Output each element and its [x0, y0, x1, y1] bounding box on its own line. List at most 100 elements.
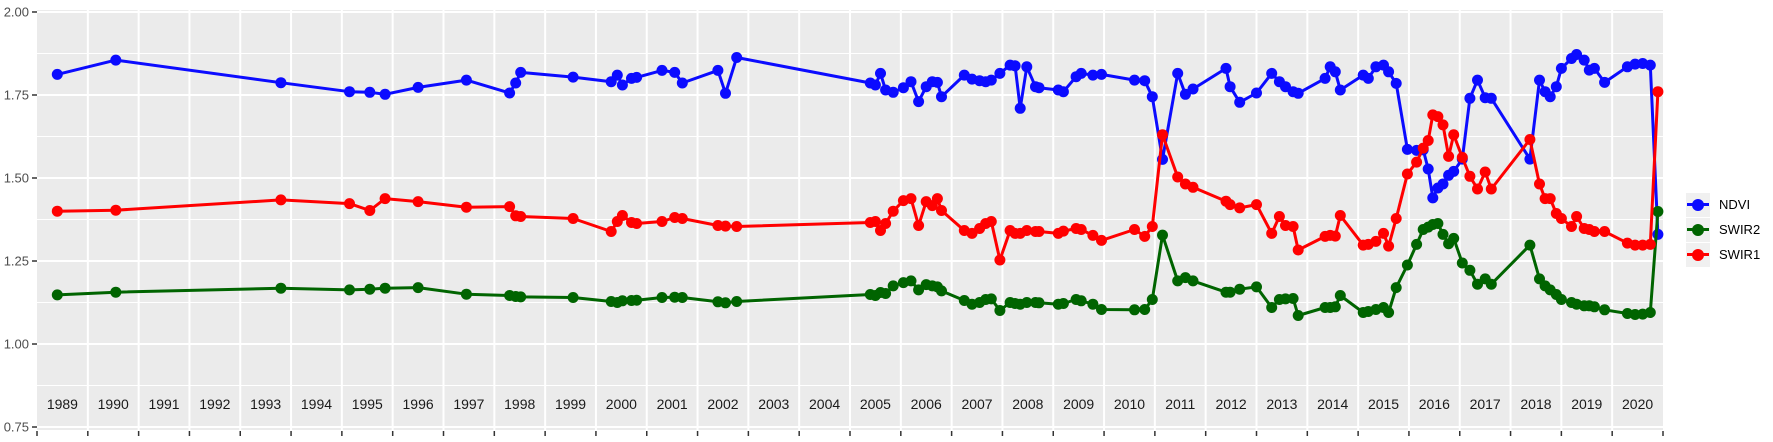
data-point-ndvi: [869, 79, 881, 91]
data-point-ndvi: [515, 66, 527, 78]
data-point-ndvi: [110, 54, 122, 66]
data-point-ndvi: [1033, 82, 1045, 94]
x-axis-label: 2015: [1368, 396, 1399, 412]
data-point-ndvi: [344, 86, 355, 98]
data-point-swir2: [460, 288, 472, 300]
data-point-ndvi: [905, 76, 917, 88]
data-point-swir2: [880, 288, 892, 299]
data-point-ndvi: [1057, 86, 1069, 98]
data-point-swir1: [504, 201, 516, 213]
data-point-swir1: [1378, 227, 1389, 239]
data-point-ndvi: [1220, 62, 1232, 74]
data-point-swir1: [994, 254, 1006, 266]
data-point-swir1: [1472, 183, 1483, 195]
legend-entry-swir1: SWIR1: [1686, 242, 1760, 267]
data-point-swir1: [1334, 210, 1346, 221]
data-point-swir2: [1129, 304, 1140, 316]
data-point-ndvi: [1146, 91, 1158, 103]
data-point-swir1: [51, 205, 63, 217]
data-point-swir1: [931, 193, 943, 205]
x-axis-label: 1993: [250, 396, 281, 412]
data-point-ndvi: [510, 77, 522, 89]
data-point-swir2: [567, 292, 579, 303]
x-axis-label: 2013: [1266, 396, 1297, 412]
data-point-ndvi: [1334, 84, 1346, 96]
data-point-swir2: [1411, 238, 1423, 250]
data-point-swir2: [731, 296, 743, 307]
data-point-swir1: [1479, 166, 1491, 178]
data-point-swir1: [1456, 151, 1468, 163]
data-point-ndvi: [994, 67, 1006, 79]
data-point-swir1: [1273, 211, 1285, 222]
data-point-swir1: [1401, 168, 1413, 180]
x-axis-label: 2018: [1520, 396, 1551, 412]
x-axis-label: 2008: [1012, 396, 1043, 412]
data-point-swir1: [1251, 199, 1262, 211]
x-axis-label: 1995: [352, 396, 383, 412]
y-axis-label: 0.75: [4, 420, 29, 435]
data-point-ndvi: [1571, 49, 1583, 60]
data-point-swir1: [1370, 235, 1382, 247]
x-axis-label: 2012: [1216, 396, 1247, 412]
x-axis-label: 1990: [98, 396, 129, 412]
data-point-swir1: [869, 216, 881, 227]
data-point-swir2: [1224, 286, 1236, 298]
data-point-swir2: [515, 291, 527, 303]
data-point-swir1: [1411, 156, 1423, 168]
data-point-swir2: [1524, 239, 1536, 251]
data-point-ndvi: [1139, 75, 1151, 87]
data-point-swir1: [1534, 178, 1545, 190]
data-point-ndvi: [1251, 87, 1262, 99]
data-point-swir2: [1033, 297, 1045, 309]
data-point-swir2: [1234, 283, 1246, 295]
legend-key-ndvi: [1686, 192, 1710, 217]
data-point-ndvi: [985, 74, 997, 86]
data-point-swir1: [1432, 111, 1444, 123]
data-point-swir2: [364, 283, 376, 295]
x-axis-label: 1999: [555, 396, 586, 412]
x-axis-label: 2020: [1622, 396, 1653, 412]
data-point-swir2: [1021, 297, 1033, 308]
y-axis-label: 1.75: [4, 87, 29, 102]
data-point-swir2: [412, 282, 424, 294]
data-point-swir1: [631, 218, 643, 229]
data-point-swir2: [1437, 228, 1449, 240]
legend-entry-ndvi: NDVI: [1686, 192, 1760, 217]
data-point-ndvi: [931, 76, 943, 88]
y-axis-label: 2.00: [4, 4, 29, 19]
x-axis-label: 2019: [1571, 396, 1602, 412]
data-point-swir1: [1422, 135, 1434, 146]
data-point-swir1: [1172, 171, 1184, 183]
swir2-point-icon: [1692, 223, 1704, 236]
data-point-swir2: [1555, 294, 1567, 305]
data-point-ndvi: [1401, 143, 1413, 155]
data-point-swir1: [1566, 221, 1577, 232]
data-point-swir1: [1644, 238, 1656, 250]
legend-label-swir2: SWIR2: [1719, 222, 1761, 237]
data-point-swir1: [887, 205, 899, 217]
swir1-point-icon: [1692, 248, 1704, 261]
data-point-swir2: [1292, 310, 1304, 321]
data-point-swir1: [1075, 224, 1087, 235]
data-point-swir2: [1390, 282, 1402, 294]
x-axis-label: 1997: [453, 396, 484, 412]
x-axis-label: 1994: [301, 396, 332, 412]
data-point-ndvi: [1588, 62, 1600, 74]
data-point-swir1: [1485, 183, 1497, 195]
data-point-swir1: [1139, 230, 1151, 242]
data-point-swir2: [905, 275, 917, 287]
data-point-ndvi: [1427, 192, 1439, 204]
data-point-ndvi: [504, 87, 516, 99]
x-axis-label: 2005: [860, 396, 891, 412]
data-point-swir1: [110, 204, 122, 216]
data-point-swir2: [1187, 275, 1199, 287]
data-point-ndvi: [1319, 72, 1331, 84]
data-point-swir1: [1629, 239, 1641, 251]
data-point-swir1: [913, 220, 925, 231]
x-axis-label: 2009: [1063, 396, 1094, 412]
data-point-swir2: [1464, 264, 1476, 276]
data-point-ndvi: [875, 67, 886, 79]
data-point-ndvi: [720, 87, 731, 99]
data-point-swir2: [1472, 278, 1483, 290]
